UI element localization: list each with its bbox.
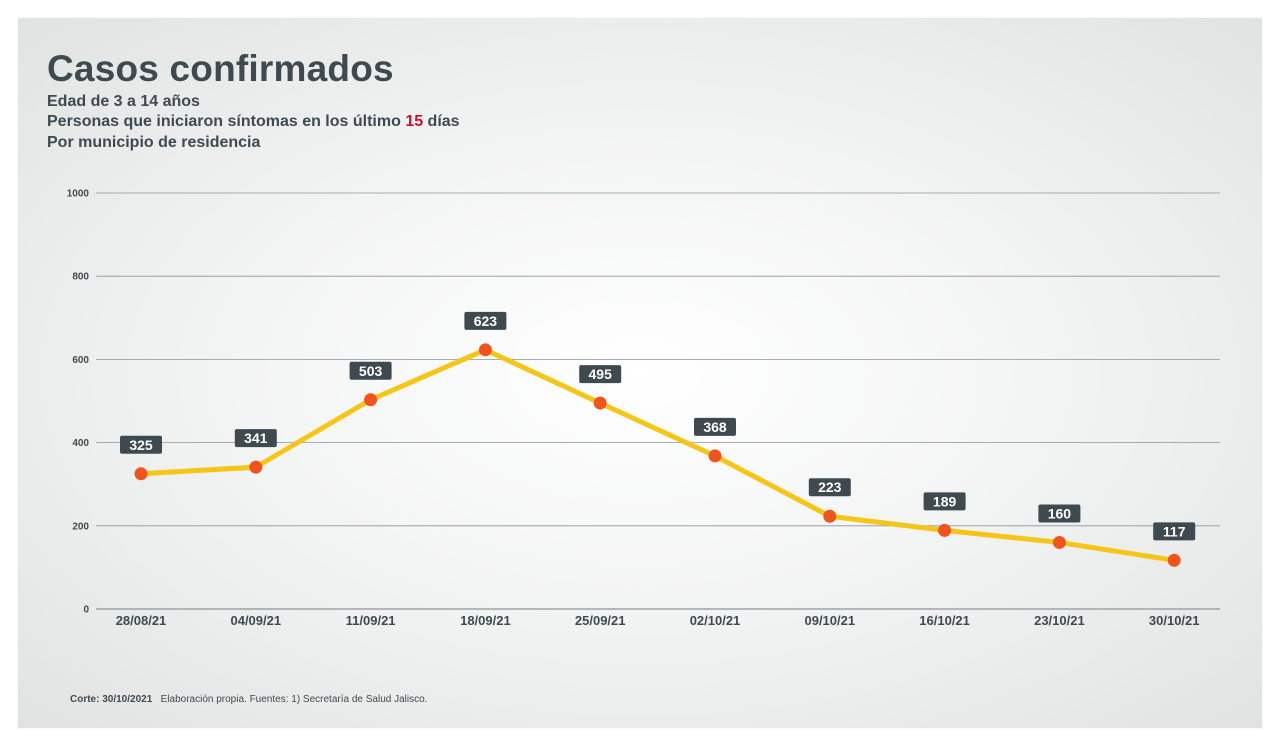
chart-title: Casos confirmados	[47, 48, 394, 89]
data-label: 368	[703, 419, 727, 435]
data-label: 341	[244, 430, 268, 446]
data-point	[364, 393, 378, 407]
data-label: 623	[474, 313, 498, 329]
subtitle-period-suffix: días	[423, 113, 460, 130]
x-tick-label: 18/09/21	[460, 613, 511, 628]
data-label-box	[1153, 522, 1196, 541]
y-tick-label: 400	[72, 438, 89, 449]
y-tick-label: 200	[72, 521, 89, 532]
data-label: 117	[1163, 523, 1186, 539]
data-point	[593, 396, 607, 410]
x-tick-label: 25/09/21	[575, 613, 626, 628]
data-label: 160	[1048, 505, 1072, 521]
x-tick-label: 30/10/21	[1149, 613, 1200, 628]
data-label: 503	[359, 363, 383, 379]
chart-footer: Corte: 30/10/2021 Elaboración propia. Fu…	[70, 694, 427, 705]
data-point	[823, 509, 837, 523]
data-label: 223	[818, 479, 842, 495]
data-label-box	[349, 361, 392, 380]
data-label-box	[1038, 504, 1081, 523]
data-label-box	[694, 417, 736, 436]
data-label: 189	[933, 493, 957, 509]
data-point	[249, 460, 263, 474]
x-tick-label: 23/10/21	[1034, 613, 1085, 628]
x-tick-label: 11/09/21	[346, 613, 396, 628]
chart-subtitle-age: Edad de 3 a 14 años	[47, 93, 200, 110]
data-label: 495	[589, 366, 613, 382]
y-tick-label: 600	[72, 355, 89, 366]
y-tick-label: 1000	[67, 189, 90, 200]
data-label: 325	[129, 437, 153, 453]
data-point	[1052, 535, 1066, 549]
chart-subtitle-residence: Por municipio de residencia	[47, 134, 261, 151]
x-tick-label: 28/08/21	[116, 613, 167, 628]
data-label-box	[464, 311, 507, 330]
chart-card	[18, 18, 1262, 728]
series-line	[138, 347, 1177, 563]
y-tick-label: 0	[83, 605, 89, 616]
data-label-box	[923, 492, 966, 511]
data-label-box	[808, 478, 851, 497]
subtitle-period-prefix: Personas que iniciaron síntomas en los ú…	[47, 113, 406, 130]
footer-cutoff: Corte: 30/10/2021	[70, 694, 153, 705]
data-point	[708, 449, 722, 463]
y-tick-label: 800	[72, 272, 89, 283]
data-point	[478, 343, 492, 357]
data-label-box	[579, 365, 622, 384]
x-tick-label: 09/10/21	[804, 613, 855, 628]
x-tick-label: 02/10/21	[690, 613, 741, 628]
data-point	[938, 523, 952, 537]
footer-source: Elaboración propia. Fuentes: 1) Secretar…	[160, 694, 428, 705]
data-label-box	[234, 429, 277, 448]
x-tick-label: 04/09/21	[230, 613, 281, 628]
data-label-box	[120, 435, 162, 454]
data-point	[134, 467, 148, 481]
data-point	[1167, 553, 1181, 567]
chart-subtitle-period: Personas que iniciaron síntomas en los ú…	[47, 113, 460, 131]
subtitle-period-days: 15	[405, 113, 424, 130]
x-tick-label: 16/10/21	[919, 613, 970, 628]
